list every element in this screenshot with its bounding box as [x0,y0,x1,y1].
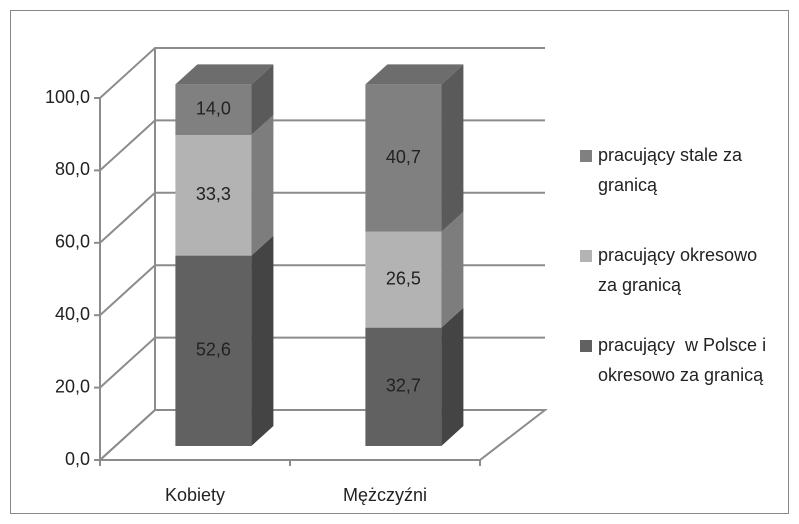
grid-line [99,409,545,461]
y-tick-label: 60,0 [55,232,90,252]
grid-line [99,336,545,389]
grid-line [99,191,545,244]
legend-swatch [580,340,592,352]
data-label: 33,3 [196,184,231,204]
floor [99,409,548,461]
legend-item: pracujący stale za granicą [580,140,772,200]
bar-side [441,211,464,328]
grid-line [99,119,545,172]
bar-top [175,64,274,85]
bar-side [441,307,464,446]
bar-front [175,84,252,136]
bar-side [251,64,274,136]
data-label: 14,0 [196,98,231,118]
x-tick-label: Mężczyźni [343,485,427,505]
chart-border [10,10,789,514]
bar-front [175,255,252,446]
bar-front [175,135,252,256]
bar-front [365,327,442,446]
data-label: 32,7 [386,376,421,396]
y-tick-label: 20,0 [55,376,90,396]
legend-label: pracujący w Polsce i okresowo za granicą [598,335,772,385]
data-label: 40,7 [386,147,421,167]
grid-line [99,264,545,316]
bar-side [251,235,274,446]
legend-item: pracujący w Polsce i okresowo za granicą [580,330,772,390]
legend-swatch [580,250,592,262]
legend-swatch [580,150,592,162]
data-label: 52,6 [196,340,231,360]
bar-top [365,64,464,85]
y-tick-label: 100,0 [45,87,90,107]
y-tick-label: 0,0 [65,449,90,469]
bar-front [365,84,442,232]
y-tick-label: 80,0 [55,159,90,179]
legend-label: pracujący stale za granicą [598,145,748,195]
grid-line [99,47,545,99]
legend-item: pracujący okresowo za granicą [580,240,780,300]
legend-label: pracujący okresowo za granicą [598,245,763,295]
x-tick-label: Kobiety [165,485,225,505]
y-tick-label: 40,0 [55,304,90,324]
bar-side [441,64,464,232]
data-label: 26,5 [386,268,421,288]
bar-front [365,231,442,328]
bar-side [251,115,274,256]
